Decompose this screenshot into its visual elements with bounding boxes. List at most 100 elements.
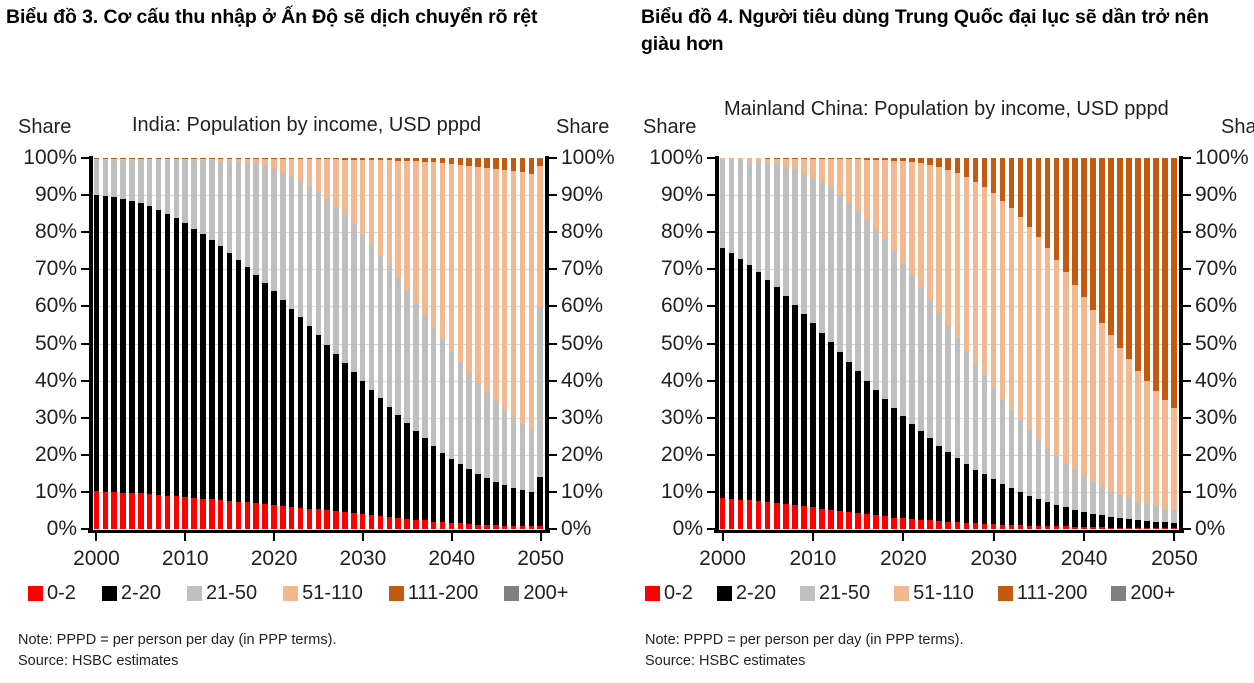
bar-segment-21-50 bbox=[333, 206, 339, 354]
bar-segment-51-110 bbox=[837, 158, 843, 196]
y-axis-tick-label: 20% bbox=[660, 442, 703, 466]
stacked-bar bbox=[225, 158, 234, 529]
bar-segment-111-200 bbox=[1108, 158, 1114, 336]
y-axis-tick-label-right: 80% bbox=[1195, 220, 1238, 244]
bar-segment-51-110 bbox=[377, 160, 384, 256]
y-axis-tick-label-right: 40% bbox=[1195, 368, 1238, 392]
bar-segment-2-20 bbox=[182, 223, 188, 498]
legend-item-200+[interactable]: 200+ bbox=[1111, 582, 1175, 605]
bar-segment-0-2 bbox=[909, 518, 915, 529]
y-axis-tick-label-right: 100% bbox=[1195, 146, 1249, 169]
bar-segment-51-110 bbox=[146, 158, 153, 160]
bar-segment-51-110 bbox=[791, 158, 798, 170]
bar-segment-111-200 bbox=[773, 158, 780, 159]
bar-segment-0-2 bbox=[800, 506, 807, 529]
bar-segment-51-110 bbox=[891, 161, 897, 252]
bar-segment-0-2 bbox=[927, 520, 934, 529]
stacked-bar bbox=[438, 158, 447, 529]
bar-segment-111-200 bbox=[800, 158, 807, 159]
bar-segment-2-20 bbox=[1071, 509, 1078, 527]
bar-segment-51-110 bbox=[475, 166, 481, 384]
y-tick bbox=[1182, 453, 1191, 456]
x-axis-tick-label: 2030 bbox=[339, 547, 387, 570]
bar-segment-21-50 bbox=[909, 274, 915, 424]
bar-segment-21-50 bbox=[164, 160, 171, 215]
y-tick bbox=[707, 231, 716, 234]
bar-segment-0-2 bbox=[855, 513, 861, 529]
bar-segment-0-2 bbox=[457, 523, 464, 529]
bar-segment-51-110 bbox=[873, 159, 879, 230]
legend-item-51-110[interactable]: 51-110 bbox=[894, 582, 974, 605]
bar-segment-0-2 bbox=[244, 502, 251, 529]
bar-segment-21-50 bbox=[891, 251, 897, 408]
bar-segment-0-2 bbox=[819, 508, 825, 529]
bar-segment-0-2 bbox=[510, 526, 517, 529]
y-tick bbox=[1182, 231, 1191, 234]
bar-segment-21-50 bbox=[448, 351, 455, 459]
legend-item-0-2[interactable]: 0-2 bbox=[645, 582, 693, 605]
bar-segment-21-50 bbox=[900, 262, 906, 416]
x-tick bbox=[1173, 532, 1176, 541]
bar-segment-0-2 bbox=[138, 493, 144, 529]
y-tick bbox=[81, 453, 90, 456]
stacked-bar bbox=[763, 158, 772, 529]
bar-segment-21-50 bbox=[882, 239, 888, 399]
bar-segment-111-200 bbox=[764, 158, 771, 159]
bar-segment-2-20 bbox=[810, 323, 816, 508]
stacked-bar bbox=[491, 158, 500, 529]
y-tick bbox=[81, 231, 90, 234]
y-axis-tick-label-right: 50% bbox=[1195, 331, 1238, 355]
share-label-left-china: Share bbox=[643, 116, 697, 138]
y-axis-right bbox=[545, 156, 549, 532]
bar-segment-51-110 bbox=[900, 161, 906, 263]
bar-segment-0-2 bbox=[519, 526, 526, 529]
bar-segment-0-2 bbox=[120, 492, 126, 529]
y-axis-tick-label: 40% bbox=[660, 368, 703, 392]
bar-segment-0-2 bbox=[882, 516, 888, 529]
y-axis-tick-label: 60% bbox=[660, 294, 703, 318]
bar-segment-21-50 bbox=[1153, 506, 1159, 522]
stacked-bar bbox=[1152, 158, 1161, 529]
bar-segment-21-50 bbox=[1017, 420, 1024, 492]
stacked-bar bbox=[527, 158, 536, 529]
bar-segment-2-20 bbox=[1153, 521, 1159, 528]
bar-segment-111-200 bbox=[882, 158, 888, 161]
bar-segment-2-20 bbox=[755, 271, 762, 502]
stacked-bar bbox=[119, 158, 128, 529]
bar-segment-51-110 bbox=[217, 158, 224, 161]
bar-segment-51-110 bbox=[855, 159, 861, 211]
legend-item-2-20[interactable]: 2-20 bbox=[101, 582, 161, 605]
bar-segment-0-2 bbox=[1117, 527, 1123, 529]
legend-item-111-200[interactable]: 111-200 bbox=[997, 582, 1087, 605]
bar-segment-51-110 bbox=[1017, 217, 1024, 421]
bar-segment-0-2 bbox=[315, 509, 322, 529]
y-axis-tick-label-right: 10% bbox=[1195, 479, 1238, 503]
y-axis-tick-label-right: 20% bbox=[1195, 442, 1238, 466]
legend-item-111-200[interactable]: 111-200 bbox=[388, 582, 478, 605]
y-tick bbox=[1182, 379, 1191, 382]
stacked-bar bbox=[772, 158, 781, 529]
bar-segment-21-50 bbox=[146, 159, 153, 207]
bar-segment-111-200 bbox=[413, 158, 419, 162]
bar-segment-2-20 bbox=[1144, 520, 1150, 528]
y-axis-tick-label-right: 60% bbox=[1195, 294, 1238, 318]
legend-item-200+[interactable]: 200+ bbox=[504, 582, 568, 605]
legend-item-21-50[interactable]: 21-50 bbox=[799, 582, 870, 605]
bar-segment-111-200 bbox=[927, 158, 934, 166]
bar-segment-21-50 bbox=[155, 160, 162, 210]
bar-segment-2-20 bbox=[764, 279, 771, 503]
bar-segment-0-2 bbox=[493, 525, 499, 529]
legend-swatch-21-50 bbox=[186, 586, 202, 601]
stacked-bar bbox=[826, 158, 835, 529]
legend-item-0-2[interactable]: 0-2 bbox=[28, 582, 76, 605]
legend-item-21-50[interactable]: 21-50 bbox=[186, 582, 257, 605]
bar-segment-111-200 bbox=[1017, 158, 1024, 218]
legend-item-51-110[interactable]: 51-110 bbox=[283, 582, 363, 605]
stacked-bar bbox=[190, 158, 199, 529]
legend-item-2-20[interactable]: 2-20 bbox=[716, 582, 776, 605]
bar-segment-21-50 bbox=[182, 160, 188, 224]
chart-china: Mainland China: Population by income, US… bbox=[635, 96, 1254, 683]
bar-segment-2-20 bbox=[111, 197, 117, 493]
bar-segment-0-2 bbox=[1144, 527, 1150, 529]
y-axis-tick-label-right: 40% bbox=[561, 368, 604, 392]
